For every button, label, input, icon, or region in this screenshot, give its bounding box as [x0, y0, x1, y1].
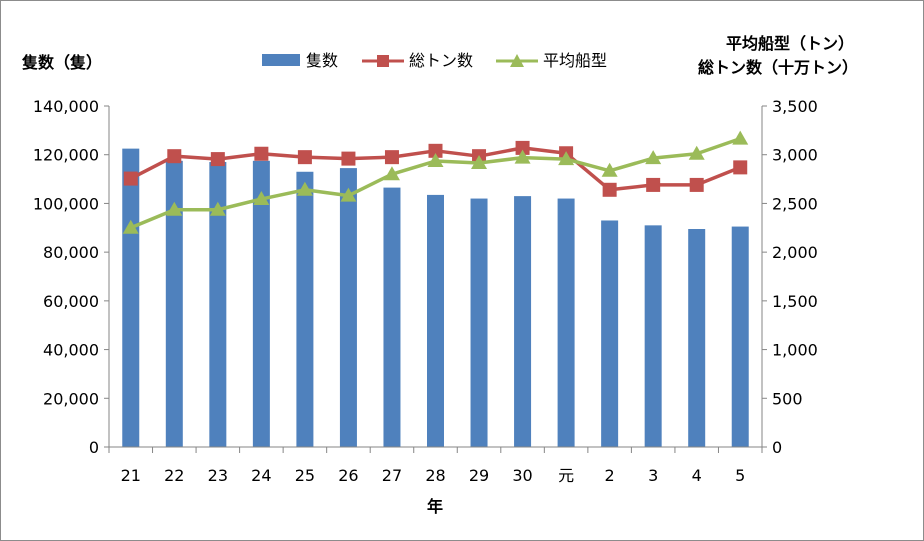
- square-marker: [341, 151, 356, 166]
- square-marker: [123, 171, 138, 186]
- square-marker: [167, 149, 182, 164]
- left-tick-label: 100,000: [33, 194, 99, 213]
- square-marker: [297, 150, 312, 165]
- right-tick-label: 2,000: [772, 243, 818, 262]
- triangle-marker: [601, 162, 618, 177]
- x-tick-label: 22: [164, 466, 184, 485]
- triangle-marker: [645, 150, 662, 165]
- square-marker: [733, 160, 748, 175]
- bar: [122, 148, 140, 447]
- left-tick-label: 0: [89, 438, 99, 457]
- bar: [383, 187, 401, 447]
- square-marker: [254, 146, 269, 161]
- x-axis-title: 年: [427, 497, 443, 516]
- right-tick-label: 3,500: [772, 97, 818, 116]
- x-tick-label: 30: [512, 466, 532, 485]
- bar: [470, 198, 488, 447]
- right-axis-ticks: 0 500 1,000 1,500 2,000 2,500 3,000 3,500: [762, 97, 818, 457]
- bar: [557, 198, 575, 447]
- x-tick-label: 元: [558, 466, 574, 485]
- bar: [339, 168, 357, 447]
- x-tick-label: 25: [295, 466, 315, 485]
- legend: 隻数 総トン数 平均船型: [262, 51, 607, 70]
- bar: [252, 160, 270, 447]
- x-tick-label: 29: [469, 466, 489, 485]
- right-tick-label: 0: [772, 438, 782, 457]
- x-tick-label: 26: [338, 466, 358, 485]
- triangle-marker: [558, 151, 575, 166]
- triangle-marker: [253, 191, 270, 206]
- bar: [644, 225, 662, 447]
- bar: [514, 196, 532, 447]
- line-series: [122, 130, 749, 234]
- legend-label-ships: 隻数: [306, 51, 338, 70]
- legend-bar-swatch: [262, 54, 300, 66]
- triangle-marker: [296, 181, 313, 196]
- triangle-marker: [209, 201, 226, 216]
- triangle-marker: [688, 145, 705, 160]
- triangle-marker: [166, 201, 183, 216]
- x-axis-tick-labels: 21 22 23 24 25 26 27 28 29 30 元 2 3 4 5: [121, 466, 746, 485]
- legend-triangle-marker: [510, 54, 524, 67]
- left-tick-label: 120,000: [33, 146, 99, 165]
- bar: [165, 160, 183, 447]
- x-tick-label: 24: [251, 466, 271, 485]
- left-tick-label: 80,000: [43, 243, 99, 262]
- left-tick-label: 40,000: [43, 341, 99, 360]
- legend-square-marker: [377, 55, 389, 67]
- triangle-marker: [514, 149, 531, 164]
- x-tick-label: 23: [208, 466, 228, 485]
- right-tick-label: 1,000: [772, 341, 818, 360]
- left-tick-label: 20,000: [43, 389, 99, 408]
- right-tick-label: 3,000: [772, 146, 818, 165]
- triangle-marker: [471, 154, 488, 169]
- triangle-marker: [732, 130, 749, 145]
- x-tick-label: 21: [121, 466, 141, 485]
- left-axis-ticks: 0 20,000 40,000 60,000 80,000 100,000 120,000 1…: [33, 97, 109, 457]
- triangle-marker: [383, 166, 400, 181]
- triangle-marker: [122, 219, 139, 234]
- square-marker: [689, 177, 704, 192]
- left-tick-label: 140,000: [33, 97, 99, 116]
- right-tick-label: 2,500: [772, 194, 818, 213]
- bar: [688, 229, 706, 447]
- left-tick-label: 60,000: [43, 292, 99, 311]
- right-tick-label: 500: [772, 389, 803, 408]
- square-marker: [646, 177, 661, 192]
- right-axis-title-line2: 総トン数（十万トン）: [698, 58, 858, 77]
- square-marker: [210, 152, 225, 167]
- right-tick-label: 1,500: [772, 292, 818, 311]
- triangle-marker: [427, 153, 444, 168]
- right-axis-title-line1: 平均船型（トン）: [726, 34, 854, 53]
- bar: [427, 194, 444, 447]
- triangle-marker: [340, 187, 357, 202]
- legend-label-tonnage: 総トン数: [409, 51, 473, 70]
- x-tick-label: 3: [648, 466, 658, 485]
- square-marker: [384, 150, 399, 165]
- square-marker: [515, 140, 530, 155]
- bar: [731, 226, 749, 447]
- bar: [296, 171, 314, 447]
- square-marker: [428, 143, 443, 158]
- square-marker: [602, 182, 617, 197]
- x-tick-label: 2: [605, 466, 615, 485]
- left-axis-title: 隻数（隻）: [21, 53, 102, 72]
- bar-series: [122, 148, 749, 447]
- x-tick-label: 4: [692, 466, 702, 485]
- bar: [601, 220, 619, 447]
- x-tick-label: 5: [735, 466, 745, 485]
- x-tick-label: 28: [425, 466, 445, 485]
- legend-label-avg: 平均船型: [543, 51, 607, 70]
- axes: [108, 106, 763, 453]
- x-tick-label: 27: [382, 466, 402, 485]
- bar: [209, 162, 227, 447]
